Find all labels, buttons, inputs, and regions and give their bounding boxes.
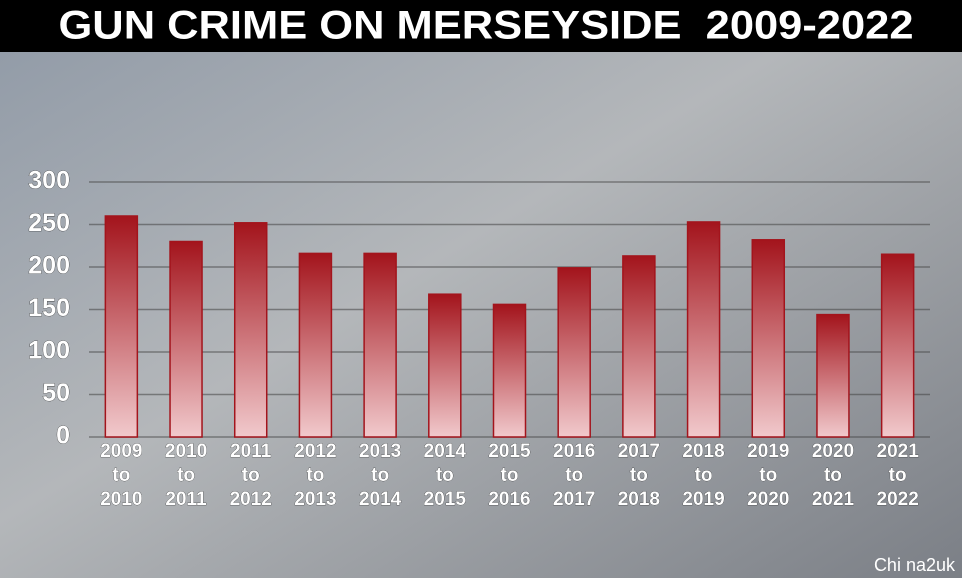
bar (492, 303, 527, 438)
bar (233, 222, 268, 438)
x-tick-label-line: 2019 (747, 441, 789, 462)
x-tick-label-line: 2019 (682, 489, 724, 510)
x-tick-label-line: 2010 (165, 441, 207, 462)
x-tick-label: 2019 to 2020 (747, 441, 789, 510)
x-tick-label-line: 2016 (553, 441, 595, 462)
x-tick-label-line: to (177, 465, 195, 486)
x-tick-label-line: 2010 (100, 489, 142, 510)
y-tick-label: 250 (28, 209, 70, 237)
x-tick-label-line: 2011 (165, 489, 207, 510)
x-tick-label-line: 2015 (424, 489, 467, 510)
x-tick-label: 2009 to 2010 (100, 441, 142, 510)
x-tick-label: 2016 to 2017 (553, 441, 595, 510)
x-tick-label-line: to (501, 465, 519, 486)
x-tick-label-line: 2015 (488, 441, 531, 462)
x-tick-label-line: to (695, 465, 713, 486)
x-tick-label-line: 2013 (294, 489, 336, 510)
x-tick-label: 2018 to 2019 (682, 441, 724, 510)
x-tick-label: 2010 to 2011 (165, 441, 207, 510)
bar (880, 253, 915, 438)
chart-title: GUN CRIME ON MERSEYSIDE 2009-2022 (59, 4, 914, 48)
x-tick-label-line: to (112, 465, 130, 486)
x-tick-label-line: to (824, 465, 842, 486)
x-tick-label-line: to (759, 465, 777, 486)
x-tick-label-line: 2013 (359, 441, 401, 462)
x-tick-label-line: 2022 (877, 489, 919, 510)
x-tick-label-line: to (565, 465, 583, 486)
x-tick-label-line: 2016 (488, 489, 530, 510)
bar (816, 313, 850, 438)
x-tick-label: 2014 to 2015 (424, 441, 467, 510)
x-tick-label-line: to (242, 465, 260, 486)
x-tick-label-line: 2014 (424, 441, 467, 462)
bar (298, 252, 333, 438)
x-tick-label-line: 2020 (747, 489, 789, 510)
x-tick-label-line: 2017 (618, 441, 660, 462)
x-tick-label-line: to (436, 465, 454, 486)
x-tick-label-line: 2012 (294, 441, 336, 462)
x-tick-label-line: 2021 (812, 489, 855, 510)
x-tick-label-line: 2017 (553, 489, 595, 510)
x-tick-label-line: 2020 (812, 441, 854, 462)
bar (686, 221, 721, 438)
x-tick-label: 2015 to 2016 (488, 441, 531, 510)
x-tick-label: 2013 to 2014 (359, 441, 402, 510)
bar (104, 215, 139, 438)
bar (751, 239, 786, 438)
x-tick-label-line: 2018 (682, 441, 724, 462)
y-tick-label: 150 (28, 294, 70, 322)
bar (363, 252, 397, 438)
x-tick-label-line: to (371, 465, 389, 486)
x-tick-label-line: 2012 (230, 489, 272, 510)
bar (557, 267, 591, 438)
x-tick-label: 2012 to 2013 (294, 441, 336, 510)
x-tick-label-line: to (889, 465, 907, 486)
bar (622, 255, 656, 438)
y-tick-label: 0 (56, 422, 70, 450)
x-tick-label-line: 2011 (230, 441, 272, 462)
x-tick-label-line: to (306, 465, 324, 486)
x-tick-label-line: 2014 (359, 489, 402, 510)
y-tick-label: 50 (42, 379, 70, 407)
x-tick-label-line: 2009 (100, 441, 142, 462)
y-tick-label: 200 (28, 252, 70, 280)
x-tick-label-line: 2021 (877, 441, 920, 462)
bar (428, 293, 462, 438)
x-tick-label: 2020 to 2021 (812, 441, 855, 510)
x-tick-label: 2011 to 2012 (230, 441, 272, 510)
bar (169, 240, 203, 438)
x-tick-label-line: 2018 (618, 489, 660, 510)
title-bar (0, 0, 962, 52)
y-tick-label: 300 (28, 167, 70, 195)
y-tick-label: 100 (28, 337, 70, 365)
x-tick-label: 2021 to 2022 (877, 441, 920, 510)
x-tick-label: 2017 to 2018 (618, 441, 660, 510)
x-tick-label-line: to (630, 465, 648, 486)
watermark: Chi na2uk (874, 555, 956, 575)
